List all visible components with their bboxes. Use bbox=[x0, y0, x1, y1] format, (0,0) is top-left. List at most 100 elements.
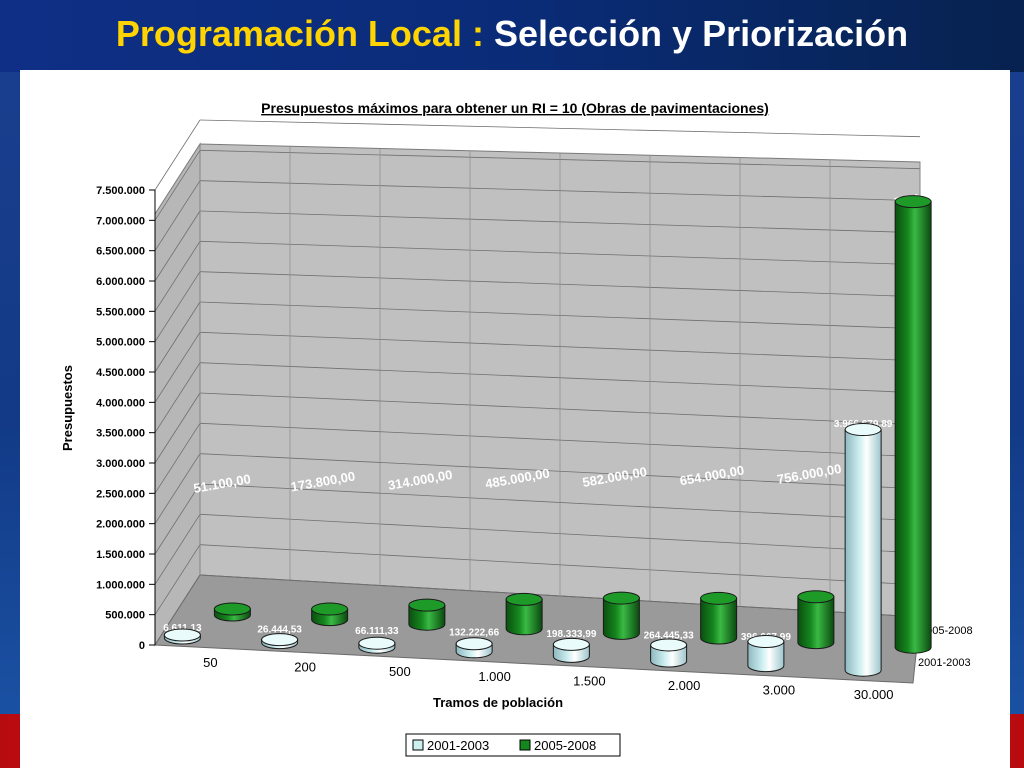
bar-2005-2008-7-body bbox=[894, 201, 932, 654]
gridline-side bbox=[154, 392, 201, 464]
x-category-label: 3.000 bbox=[763, 683, 796, 698]
bar-2001-2003-2 bbox=[358, 636, 396, 654]
slide-title-highlight: Programación Local : bbox=[115, 13, 484, 54]
bar-2001-2003-1-top bbox=[261, 633, 299, 647]
legend-label-2005-2008: 2005-2008 bbox=[534, 738, 596, 753]
gridline-side bbox=[154, 180, 201, 251]
bar-2005-2008-2 bbox=[408, 598, 446, 631]
gridline-side bbox=[154, 271, 201, 342]
depth-label-back: 2005-2008 bbox=[920, 625, 973, 637]
chart-legend: 2001-2003 2005-2008 bbox=[405, 733, 621, 757]
x-category-label: 1.000 bbox=[478, 669, 511, 684]
data-label-2001-2003: 264.445,33 bbox=[644, 631, 694, 642]
y-tick-label: 5.000.000 bbox=[96, 337, 145, 349]
gridline-side bbox=[154, 301, 201, 373]
legend-swatch-2001-2003 bbox=[412, 739, 424, 751]
gridline-side bbox=[154, 150, 201, 221]
bar-2001-2003-4-top bbox=[552, 637, 590, 651]
data-label-2001-2003: 198.333,99 bbox=[546, 629, 596, 640]
gridline-side bbox=[154, 483, 201, 555]
y-tick-label: 7.500.000 bbox=[96, 185, 145, 197]
bar-2005-2008-7 bbox=[894, 195, 932, 654]
bar-2001-2003-7 bbox=[844, 423, 882, 677]
gridline-side bbox=[154, 362, 201, 433]
gridline-side bbox=[154, 574, 201, 646]
legend-label-2001-2003: 2001-2003 bbox=[427, 738, 489, 753]
bar-2001-2003-6-body bbox=[747, 641, 785, 673]
y-tick-label: 4.500.000 bbox=[96, 367, 145, 379]
y-tick-label: 1.500.000 bbox=[96, 549, 145, 561]
bar-2005-2008-7-top bbox=[894, 195, 932, 209]
y-axis-title: Presupuestos bbox=[60, 365, 75, 451]
bar-2005-2008-2-body bbox=[408, 604, 446, 631]
bar-2005-2008-5 bbox=[700, 591, 738, 645]
bar-2005-2008-0-top bbox=[213, 602, 251, 616]
bar-2005-2008-6-top bbox=[797, 590, 835, 604]
x-category-label: 1.500 bbox=[573, 673, 606, 688]
x-category-label: 30.000 bbox=[854, 687, 894, 702]
bar-2005-2008-1-top bbox=[311, 602, 349, 616]
gridline-side bbox=[154, 453, 201, 524]
gridline-side bbox=[154, 210, 201, 282]
y-tick-label: 5.500.000 bbox=[96, 306, 145, 318]
bar-2001-2003-7-body bbox=[844, 429, 882, 677]
data-label-2001-2003: 26.444,53 bbox=[257, 625, 302, 636]
x-category-label: 50 bbox=[203, 655, 217, 670]
y-tick-label: 3.500.000 bbox=[96, 428, 145, 440]
bar-2001-2003-5-top bbox=[650, 638, 688, 652]
bar-2005-2008-3 bbox=[505, 592, 543, 636]
bar-2001-2003-4 bbox=[552, 637, 590, 663]
bar-2001-2003-6-top bbox=[747, 635, 785, 649]
bar-2005-2008-5-body bbox=[700, 597, 738, 645]
bar-2005-2008-6 bbox=[797, 590, 835, 650]
bar-2001-2003-2-top bbox=[358, 636, 396, 650]
y-tick-label: 6.000.000 bbox=[96, 276, 145, 288]
slide-title: Programación Local : Selección y Prioriz… bbox=[0, 14, 1024, 54]
y-tick-label: 0 bbox=[139, 640, 145, 652]
bar-2005-2008-2-top bbox=[408, 598, 446, 612]
bar-2005-2008-3-body bbox=[505, 598, 543, 636]
x-category-label: 500 bbox=[389, 664, 411, 679]
legend-swatch-2005-2008 bbox=[519, 739, 531, 751]
legend-box bbox=[405, 733, 621, 757]
depth-label-front: 2001-2003 bbox=[918, 657, 971, 669]
x-category-label: 2.000 bbox=[668, 678, 701, 693]
bar-2001-2003-3 bbox=[455, 637, 493, 659]
bar-2005-2008-6-body bbox=[797, 596, 835, 650]
gridline-side bbox=[154, 514, 201, 585]
y-tick-label: 500.000 bbox=[105, 610, 145, 622]
y-tick-label: 4.000.000 bbox=[96, 397, 145, 409]
bar-2005-2008-4-body bbox=[602, 597, 640, 640]
x-axis-categories: 50 200 500 1.000 1.500 2.000 3.000 30.000 bbox=[203, 655, 893, 702]
data-label-2001-2003: 132.222,66 bbox=[449, 628, 499, 639]
bar-2001-2003-1 bbox=[261, 633, 299, 650]
bar-2001-2003-7-top bbox=[844, 423, 882, 437]
bar-2005-2008-4-top bbox=[602, 591, 640, 605]
slide-title-rest: Selección y Priorización bbox=[493, 13, 909, 54]
y-tick-label: 7.000.000 bbox=[96, 215, 145, 227]
gridline-back bbox=[199, 119, 921, 138]
gridline-side bbox=[154, 332, 201, 403]
x-axis-title: Tramos de población bbox=[433, 695, 563, 710]
bar-2005-2008-0 bbox=[213, 602, 251, 622]
budget-chart: 0 500.000 1.000.000 1.500.000 2.000.000 2.500… bbox=[60, 100, 973, 757]
bar-2005-2008-4 bbox=[602, 591, 640, 640]
gridline-side bbox=[154, 544, 201, 615]
y-tick-label: 6.500.000 bbox=[96, 246, 145, 258]
bar-2001-2003-3-top bbox=[455, 637, 493, 651]
chart-title: Presupuestos máximos para obtener un RI … bbox=[261, 100, 769, 116]
gridline-side bbox=[154, 423, 201, 494]
data-label-2001-2003: 66.111,33 bbox=[355, 626, 399, 637]
title-band bbox=[0, 0, 1024, 72]
bar-2001-2003-0 bbox=[163, 628, 201, 645]
chart-panel: 0 500.000 1.000.000 1.500.000 2.000.000 2.500… bbox=[20, 70, 1010, 768]
gridline-side bbox=[154, 241, 201, 312]
data-label-2001-2003: 6.611,13 bbox=[163, 623, 202, 634]
y-tick-label: 1.000.000 bbox=[96, 579, 145, 591]
bar-2001-2003-6 bbox=[747, 635, 785, 673]
bar-2001-2003-5 bbox=[650, 638, 688, 668]
bar-2001-2003-0-top bbox=[163, 628, 201, 642]
y-tick-label: 2.500.000 bbox=[96, 488, 145, 500]
bar-2005-2008-3-top bbox=[505, 592, 543, 606]
y-tick-label: 3.000.000 bbox=[96, 458, 145, 470]
